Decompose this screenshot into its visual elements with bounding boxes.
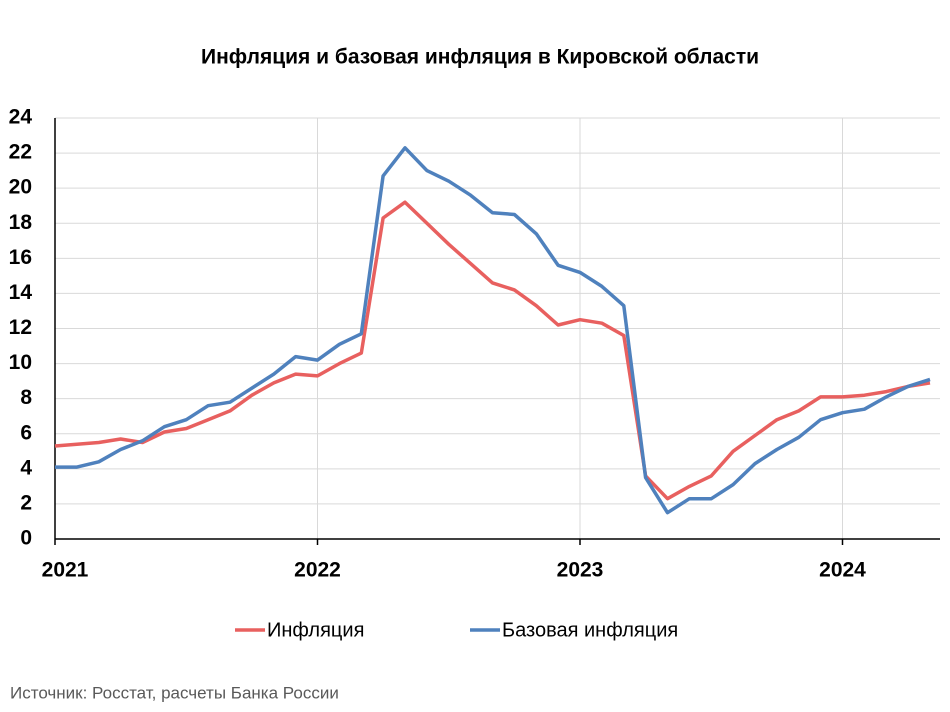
source-note: Источник: Росстат, расчеты Банка России bbox=[10, 683, 339, 702]
legend-label: Базовая инфляция bbox=[502, 619, 678, 641]
y-tick-label: 18 bbox=[9, 211, 33, 234]
y-tick-label: 16 bbox=[9, 246, 32, 269]
y-tick-label: 20 bbox=[9, 176, 32, 199]
x-tick-label: 2022 bbox=[294, 559, 341, 582]
series-line bbox=[55, 146, 931, 515]
y-tick-label: 2 bbox=[20, 491, 32, 514]
y-tick-label: 12 bbox=[9, 316, 32, 339]
x-tick-label: 2021 bbox=[42, 559, 89, 582]
y-tick-label: 14 bbox=[9, 281, 33, 304]
y-tick-label: 6 bbox=[20, 421, 32, 444]
y-tick-label: 24 bbox=[9, 106, 33, 129]
series-line bbox=[54, 200, 931, 501]
x-tick-label: 2023 bbox=[557, 559, 604, 582]
chart-title: Инфляция и базовая инфляция в Кировской … bbox=[201, 46, 759, 69]
x-tick-label: 2024 bbox=[819, 559, 866, 582]
y-tick-label: 22 bbox=[9, 141, 32, 164]
y-tick-label: 4 bbox=[20, 456, 32, 479]
legend-label: Инфляция bbox=[267, 619, 364, 641]
y-tick-label: 0 bbox=[20, 527, 32, 550]
y-tick-label: 10 bbox=[9, 351, 32, 374]
y-tick-label: 8 bbox=[20, 386, 32, 409]
